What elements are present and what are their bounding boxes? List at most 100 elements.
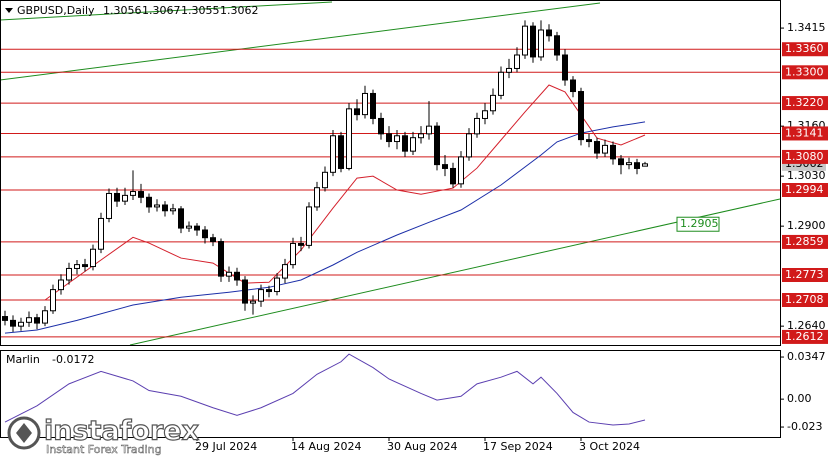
candle-body [506, 67, 512, 73]
candle-body [26, 317, 32, 323]
level-box [782, 293, 828, 307]
candle-body [522, 25, 528, 56]
candle-body [338, 135, 344, 169]
candle-body [154, 204, 160, 208]
candle-body [42, 310, 48, 324]
candle-body [610, 144, 616, 160]
brand: instaforex [44, 416, 199, 447]
indicator-name: Marlin [6, 353, 40, 366]
indicator-tick-label: -0.023 [787, 420, 822, 433]
level-box [782, 234, 828, 249]
y-tick-label: 1.2900 [787, 219, 826, 232]
level-label: 1.2612 [785, 330, 824, 343]
header: GBPUSD,Daily 1.3056 1.3067 1.3055 1.3062 [5, 4, 259, 17]
x-tick-label: 30 Aug 2024 [387, 440, 457, 453]
candle-body [490, 94, 496, 112]
y-tick-label: 1.2640 [787, 319, 826, 332]
level-label: 1.2773 [785, 268, 824, 281]
candle-body [578, 91, 584, 141]
level-label: 1.2994 [785, 183, 824, 196]
candle-body [442, 164, 448, 169]
candle-body [2, 316, 8, 321]
candle-body [570, 79, 576, 93]
candle-body [186, 225, 192, 229]
candle-body [602, 144, 608, 154]
candle-body [538, 29, 544, 58]
level-box [782, 329, 828, 344]
candle-body [378, 117, 384, 135]
tagline: Instant Forex Trading [46, 443, 162, 456]
moving-averages [4, 84, 646, 334]
candle-body [34, 317, 40, 324]
level-label: 1.3080 [785, 150, 824, 163]
y-tick-label: 1.3415 [787, 21, 826, 34]
candle-body [562, 54, 568, 81]
header-open: 1.3056 [103, 4, 142, 17]
candle-body [290, 242, 296, 266]
candle-body [322, 171, 328, 189]
logo-mark [16, 423, 32, 443]
x-tick-label: 3 Oct 2024 [579, 440, 640, 453]
candle-body [354, 108, 360, 116]
indicator-panel: 0.0347 0.00 -0.023 [4, 350, 826, 433]
candle-body [250, 300, 256, 304]
x-tick-label: 17 Sep 2024 [483, 440, 553, 453]
candle-body [642, 163, 648, 167]
candle-body [530, 25, 536, 58]
channel-line [0, 2, 601, 81]
candle-body [386, 133, 392, 143]
channel-line [129, 198, 781, 346]
candle-body [458, 156, 464, 185]
header-close: 1.3062 [220, 4, 259, 17]
candle-body [194, 225, 200, 231]
candle-body [466, 133, 472, 158]
level-box [782, 149, 828, 164]
candle-body [122, 194, 128, 202]
candle-body [450, 167, 456, 185]
candle-body [402, 135, 408, 152]
level-label: 1.2708 [785, 293, 824, 306]
x-tick-label: 29 Jul 2024 [195, 440, 257, 453]
candle-body [410, 137, 416, 152]
candle-body [218, 241, 224, 277]
candle-body [146, 196, 152, 208]
candle-body [50, 289, 56, 312]
candle-body [162, 204, 168, 212]
candle-body [514, 54, 520, 69]
candle-body [98, 217, 104, 250]
indicator-tick-label: 0.0347 [787, 350, 826, 363]
candle-body [242, 279, 248, 304]
candle-body [394, 135, 400, 143]
levels: 1.2905 [0, 48, 780, 338]
candle-body [594, 141, 600, 154]
symbol: GBPUSD,Daily [17, 4, 95, 17]
candle-body [626, 162, 632, 166]
candle-body [298, 242, 304, 246]
candle-body [546, 29, 552, 37]
main-frame [0, 0, 781, 346]
candle-body [482, 110, 488, 119]
candle-body [210, 237, 216, 243]
candle-body [346, 108, 352, 169]
watermark: instaforex Instant Forex Trading [7, 415, 200, 456]
level-label: 1.2859 [785, 235, 824, 248]
moving-average [4, 121, 646, 334]
candle-body [434, 125, 440, 166]
candle-body [370, 92, 376, 119]
moving-average [44, 84, 646, 301]
candle-body [266, 289, 272, 293]
indicator-line [4, 353, 646, 426]
level-label: 1.3360 [785, 42, 824, 55]
candle-body [170, 208, 176, 212]
indicator-tick-label: 0.00 [787, 392, 812, 405]
level-label: 1.3220 [785, 96, 824, 109]
candle-body [90, 248, 96, 268]
candle-body [106, 192, 112, 219]
candle-body [74, 264, 80, 269]
candle-body [418, 133, 424, 139]
candle-body [474, 117, 480, 135]
candle-body [114, 192, 120, 202]
candle-body [306, 206, 312, 246]
candle-body [234, 271, 240, 281]
